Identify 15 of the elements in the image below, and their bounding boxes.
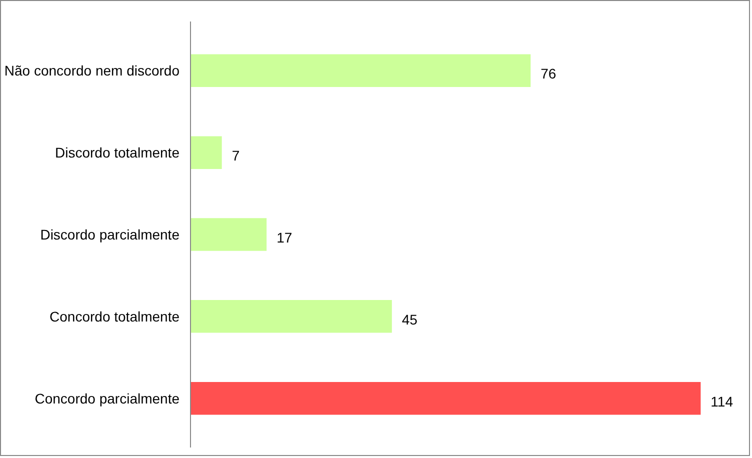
bar: [190, 300, 392, 333]
data-label: 45: [402, 311, 418, 328]
bar: [190, 136, 222, 169]
y-tick-label: Concordo parcialmente: [34, 390, 180, 406]
y-tick-label: Não concordo nem discordo: [4, 62, 180, 79]
data-label: 7: [232, 148, 240, 164]
data-label: 76: [540, 66, 556, 82]
y-tick-label: Discordo parcialmente: [40, 226, 180, 242]
bar: [190, 382, 701, 415]
data-label: 114: [710, 393, 734, 410]
y-tick-label: Concordo totalmente: [50, 308, 180, 324]
data-label: 17: [276, 230, 292, 246]
bar: [190, 218, 267, 251]
bar: [190, 54, 531, 88]
y-tick-label: Discordo totalmente: [54, 144, 180, 161]
